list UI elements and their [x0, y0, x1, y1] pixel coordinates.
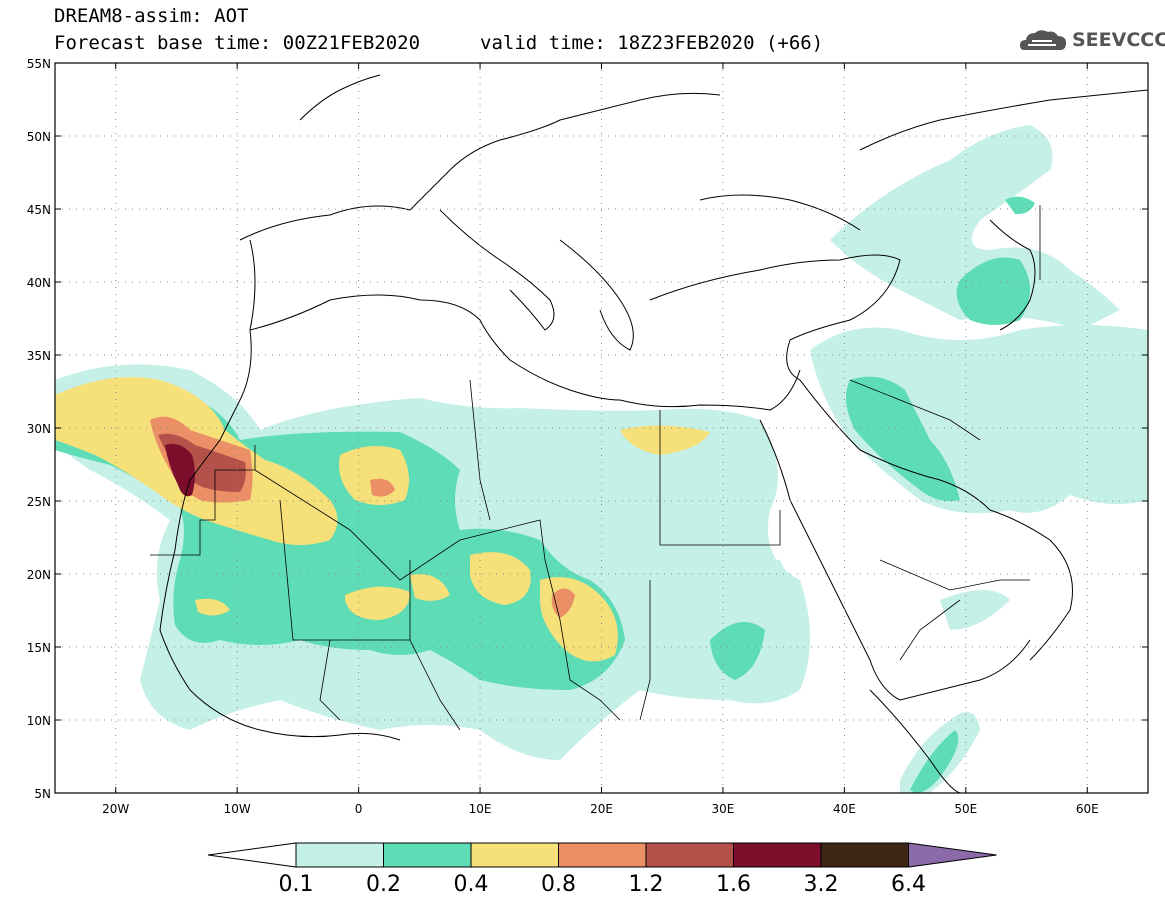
base-time: Forecast base time: 00Z21FEB2020: [54, 32, 421, 54]
lon-tick-label: 60E: [1076, 802, 1099, 816]
colorbar-segment: [733, 842, 822, 868]
lon-tick-label: 30E: [712, 802, 735, 816]
borders: [150, 205, 1041, 731]
lon-tick-label: 20E: [590, 802, 613, 816]
lat-tick-label: 25N: [27, 495, 51, 509]
lat-lon-grid: [55, 63, 1148, 793]
lon-tick-label: 50E: [954, 802, 977, 816]
colorbar-segment: [295, 842, 384, 868]
colorbar-segment: [645, 842, 734, 868]
colorbar-labels: 0.1 0.2 0.4 0.8 1.2 1.6 3.2 6.4: [279, 872, 927, 897]
lat-tick-label: 5N: [34, 787, 51, 801]
lat-tick-label: 45N: [27, 203, 51, 217]
axis-ticks: [55, 62, 1148, 794]
colorbar-label: 0.4: [454, 872, 489, 897]
colorbar-label: 0.1: [279, 872, 314, 897]
colorbar-label: 3.2: [804, 872, 839, 897]
colorbar-max-arrow: [908, 842, 997, 868]
lon-tick-label: 10E: [469, 802, 492, 816]
colorbar-segment: [558, 842, 647, 868]
colorbar-segment: [383, 842, 472, 868]
lon-tick-label: 0: [355, 802, 363, 816]
lat-tick-label: 50N: [27, 130, 51, 144]
cloud-logo-icon: [1020, 30, 1066, 50]
lon-tick-label: 40E: [833, 802, 856, 816]
lat-tick-label: 40N: [27, 276, 51, 290]
latitude-labels: 5N 10N 15N 20N 25N 30N 35N 40N 45N 50N 55N: [27, 57, 51, 801]
colorbar-label: 1.2: [629, 872, 664, 897]
lat-tick-label: 35N: [27, 349, 51, 363]
colorbar-label: 1.6: [716, 872, 751, 897]
colorbar-label: 0.2: [366, 872, 401, 897]
aot-level-1.6: [165, 443, 195, 497]
lat-tick-label: 55N: [27, 57, 51, 71]
colorbar-label: 6.4: [891, 872, 926, 897]
lat-tick-label: 30N: [27, 422, 51, 436]
lon-tick-label: 20W: [102, 802, 129, 816]
longitude-labels: 20W 10W 0 10E 20E 30E 40E 50E 60E: [102, 802, 1099, 816]
coastlines: [159, 74, 1148, 793]
dust-fields: [55, 74, 1148, 793]
colorbar-min-arrow: [207, 842, 297, 868]
lat-tick-label: 10N: [27, 714, 51, 728]
lat-tick-label: 15N: [27, 641, 51, 655]
valid-time: valid time: 18Z23FEB2020 (+66): [480, 32, 824, 54]
colorbar: [207, 842, 997, 868]
lon-tick-label: 10W: [224, 802, 251, 816]
colorbar-segment: [820, 842, 909, 868]
lat-tick-label: 20N: [27, 568, 51, 582]
map-title: DREAM8-assim: AOT: [54, 5, 249, 27]
colorbar-segment: [470, 842, 559, 868]
colorbar-label: 0.8: [541, 872, 576, 897]
logo-text: SEEVCCC: [1072, 29, 1165, 51]
